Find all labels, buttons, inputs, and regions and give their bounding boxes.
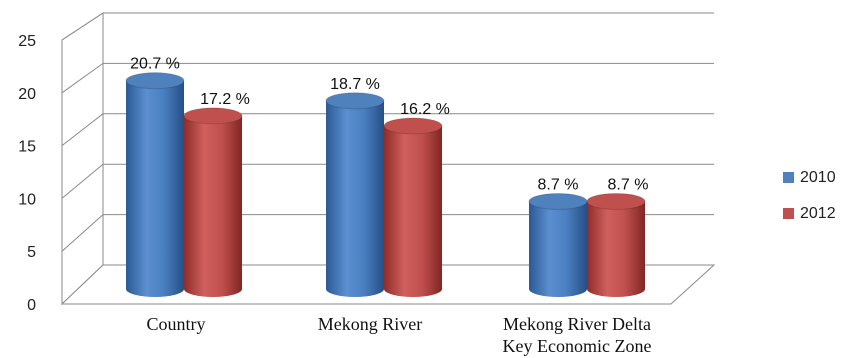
bar-top [183, 107, 243, 125]
y-tick-label: 5 [27, 244, 36, 261]
data-label: 8.7 % [608, 176, 649, 193]
bar-2010-1 [325, 92, 385, 297]
side-wall [61, 12, 104, 306]
y-tick-label: 25 [18, 33, 36, 50]
data-label: 18.7 % [330, 76, 380, 93]
legend-label: 2010 [800, 169, 836, 186]
gridline-side [61, 113, 104, 146]
gridline-side [61, 163, 104, 199]
bar-2010-0 [125, 72, 185, 297]
bar-top [586, 192, 646, 210]
legend-item-2012: 2012 [783, 205, 836, 222]
bar-top [125, 72, 185, 90]
bar-2012-1 [383, 117, 443, 297]
y-tick-label: 10 [18, 191, 36, 208]
bar-body [184, 115, 242, 298]
category-label: Mekong River [318, 314, 422, 334]
bar-2010-2 [528, 192, 588, 297]
bars [125, 72, 646, 298]
category-label: Mekong River Delta [503, 314, 651, 334]
y-tick-label: 15 [18, 139, 36, 156]
bar-2012-2 [586, 192, 646, 297]
legend-swatch [783, 172, 794, 183]
gridline-side [61, 62, 104, 94]
bar-body [126, 80, 184, 297]
category-label: Key Economic Zone [503, 336, 652, 356]
data-label: 20.7 % [130, 56, 180, 73]
bar-top [528, 192, 588, 210]
legend: 2010 2012 [783, 169, 836, 222]
legend-item-2010: 2010 [783, 169, 836, 186]
y-tick-label: 20 [18, 86, 36, 103]
gridline-side [61, 12, 104, 41]
data-label: 16.2 % [400, 101, 450, 118]
data-label: 17.2 % [200, 91, 250, 108]
legend-swatch [783, 208, 794, 219]
bar-body [587, 201, 645, 297]
bar-body [384, 125, 442, 297]
data-label: 8.7 % [538, 176, 579, 193]
gridline-side [61, 214, 104, 252]
bar-top [325, 92, 385, 110]
bar-body [326, 100, 384, 297]
category-label: Country [146, 314, 205, 334]
y-tick-label: 0 [27, 297, 36, 314]
legend-label: 2012 [800, 205, 836, 222]
bar-2012-0 [183, 107, 243, 298]
category-labels: Country Mekong River Mekong River DeltaKey… [146, 314, 651, 356]
y-axis-ticks: 0 5 10 15 20 25 [18, 33, 36, 314]
bar-body [529, 201, 587, 297]
data-labels: 20.7 % 18.7 % 8.7 % 17.2 % 16.2 % 8.7 % [130, 56, 648, 194]
bar-top [383, 117, 443, 135]
